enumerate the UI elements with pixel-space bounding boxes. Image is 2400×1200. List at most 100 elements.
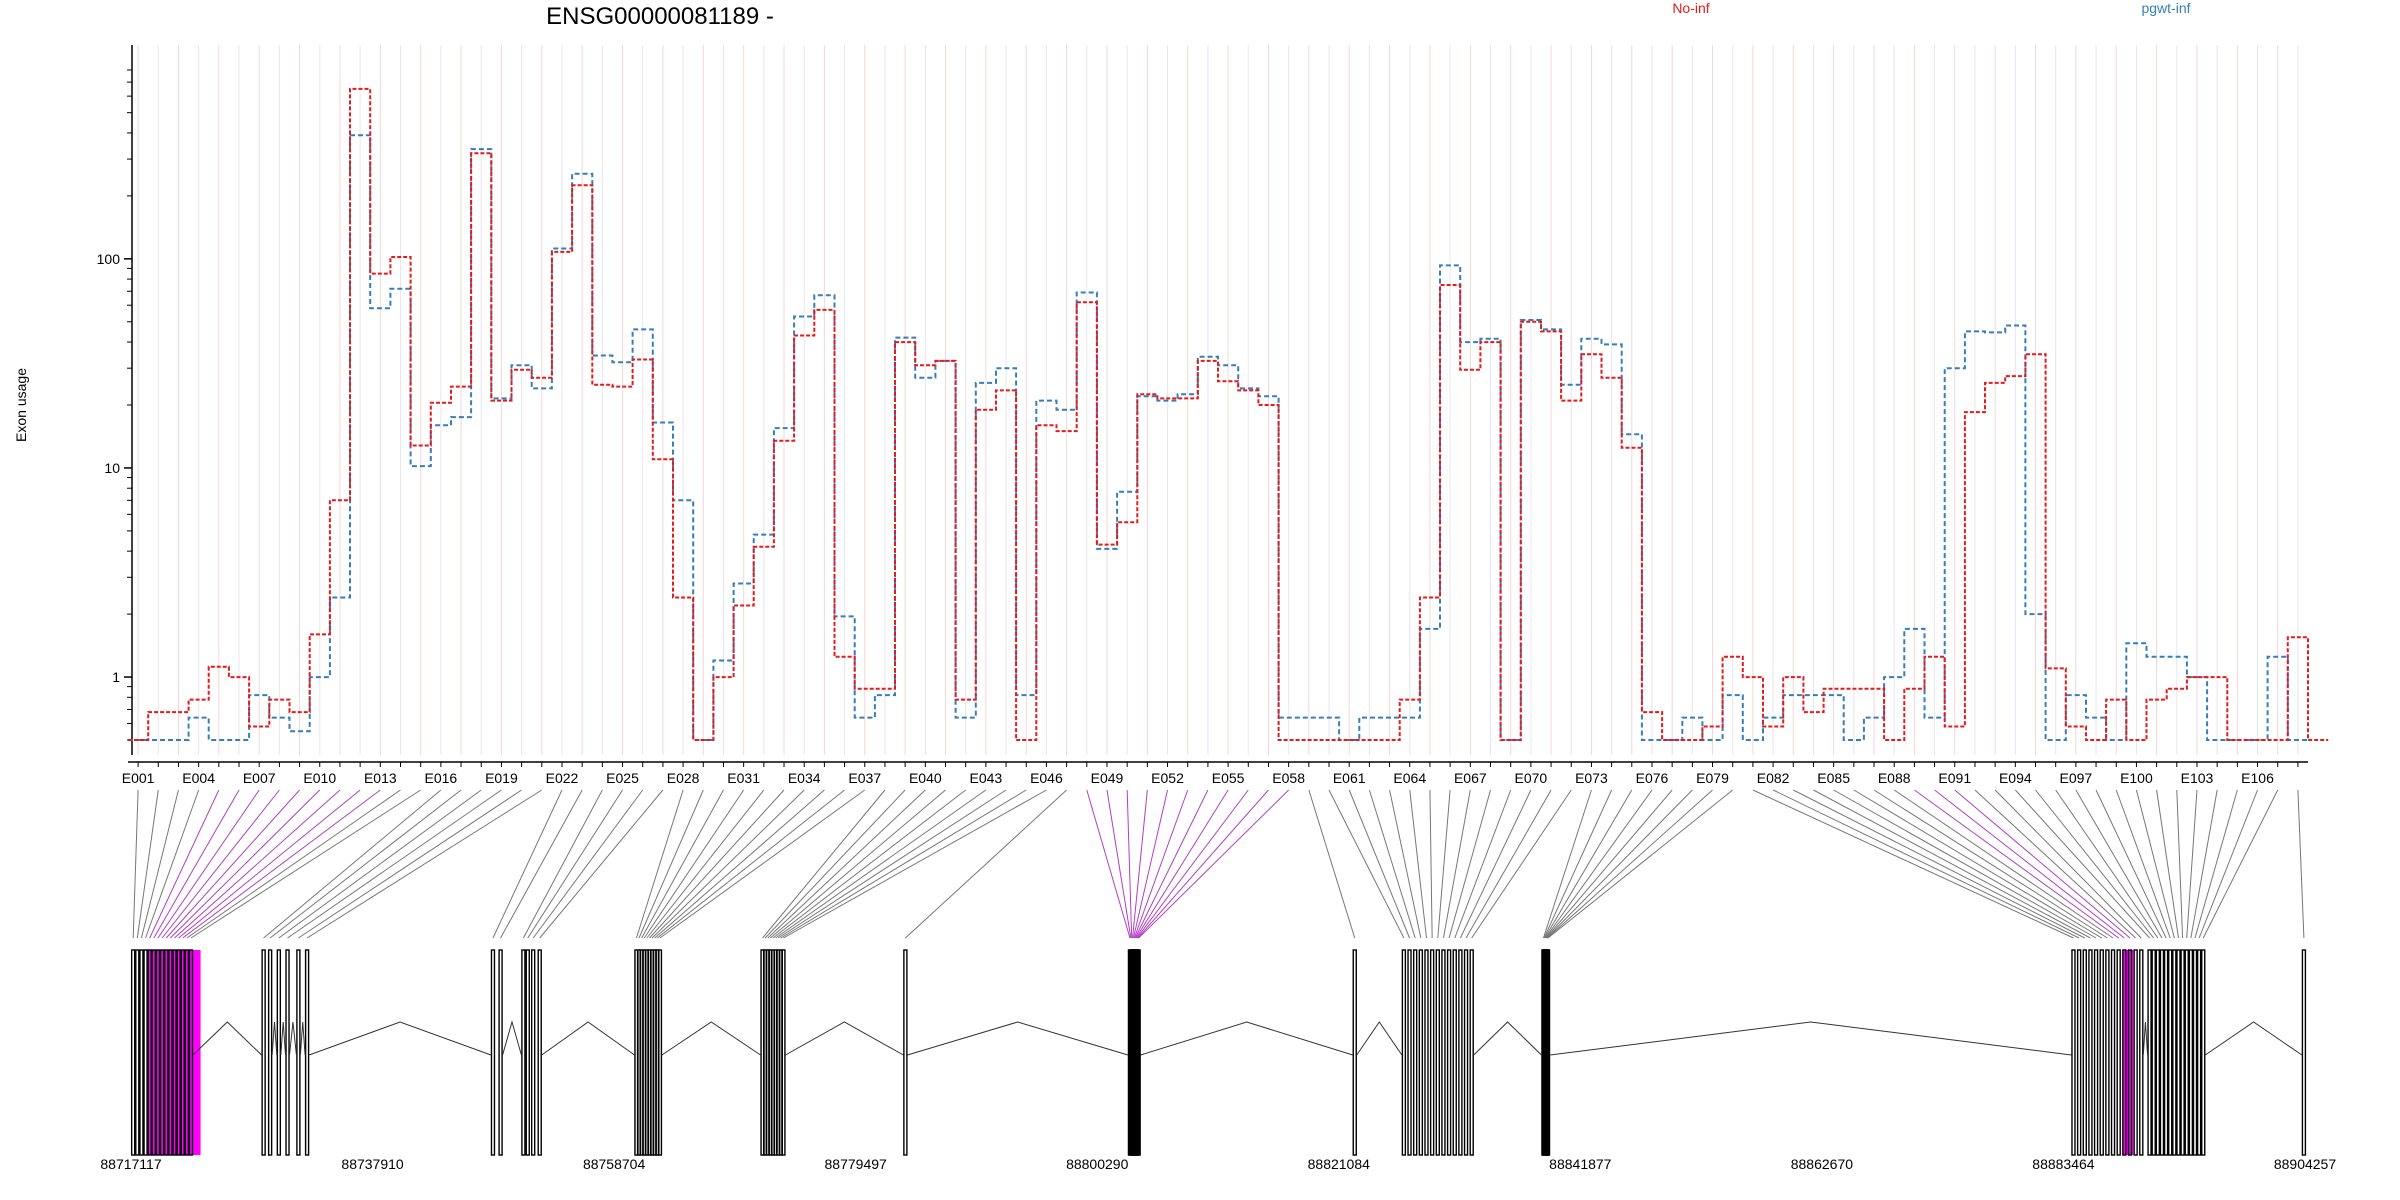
exon-connector [1544,789,1633,939]
exon-connector [2095,789,2167,939]
exon-connector [1934,789,2125,939]
exon-box [1435,949,1440,1156]
exon-box [2110,949,2116,1156]
exon-tick-label: E013 [364,770,397,786]
exon-connector [527,789,623,939]
exon-connector [1544,789,1653,939]
exon-connector [306,789,543,939]
exon-box [2163,949,2169,1156]
intron-line [907,1021,1129,1056]
exon-connector [1442,789,1471,939]
exon-box [188,949,194,1156]
exon-connector [2035,789,2155,939]
gene-model [130,949,2307,1156]
exon-box [490,949,496,1156]
exon-connector [2115,789,2171,939]
exon-connector [1138,789,1289,939]
exon-connector [287,789,502,939]
exon-connector [1545,789,1673,939]
exon-box [2147,949,2152,1156]
exon-tick-label: E049 [1091,770,1124,786]
exon-connector [1136,789,1249,939]
exon-connector [1752,789,2074,939]
exon-connector [149,789,220,939]
exon-connector [500,789,583,939]
legend-label-pgwt-inf: pgwt-inf [2141,0,2190,16]
exon-tick-label: E010 [303,770,336,786]
exon-tick-label: E034 [788,770,821,786]
exon-connector [649,789,785,939]
exon-connector [522,789,603,939]
exon-box [2099,949,2104,1156]
exon-tick-label: E088 [1878,770,1911,786]
exon-connector [1974,789,2136,939]
exon-box [1469,949,1474,1156]
exon-tick-label: E073 [1575,770,1608,786]
exon-axis: E001 E004 E007 E010 E013 E016 E019 E022 E025 E028… [122,761,2308,786]
exon-box [130,949,136,1156]
exon-connector [657,789,845,939]
exon-box [2176,949,2181,1156]
exon-tick-label: E076 [1636,770,1669,786]
y-tick-label: 1 [112,669,120,685]
intron-line [1549,1021,2072,1056]
exon-connector [2186,789,2198,939]
intron-line [785,1021,904,1056]
exon-tick-label: E058 [1272,770,1305,786]
exon-connector [145,789,200,939]
exon-connector [2202,789,2279,939]
exon-connector [1459,789,1532,939]
exon-connector [641,789,724,939]
y-tick-label: 100 [97,251,121,267]
exon-connector [1086,789,1131,939]
exon-box [2082,949,2087,1156]
intron-line [661,1021,761,1056]
exon-connector [1135,789,1229,939]
exon-connector [1873,789,2108,939]
exon-connector [2198,789,2259,939]
exon-box [2151,949,2156,1156]
exon-connector [764,789,906,939]
exon-connector [775,789,987,939]
exon-connector [1454,789,1512,939]
exon-connector [905,789,1067,939]
exon-box [2127,949,2133,1156]
exon-box [2196,949,2202,1156]
exon-tick-label: E001 [122,770,155,786]
exon-connector [1547,789,1713,939]
exon-box [2168,949,2173,1156]
exon-connector [1813,789,2091,939]
exon-box [1401,949,1407,1156]
exon-connector [298,789,522,939]
intron-line [271,1021,278,1056]
exon-connector [1368,789,1416,939]
intron-line [1140,1021,1353,1056]
exon-tick-label: E106 [2241,770,2274,786]
exon-grid [137,45,2299,755]
exon-box [525,949,530,1156]
exon-box [285,949,290,1156]
exon-connector [132,789,139,939]
exon-box [2172,949,2177,1156]
exon-tick-label: E067 [1454,770,1487,786]
series-line-pgwt-inf [128,134,2308,741]
series-line-no-inf [128,87,2329,741]
exon-box [184,949,190,1156]
exon-connector [1543,789,1613,939]
exon-connector [1547,789,1734,939]
exon-connector [2190,789,2218,939]
exon-connector [770,789,946,939]
exon-tick-label: E094 [1999,770,2032,786]
intron-line [2142,1021,2149,1056]
exon-tick-label: E025 [606,770,639,786]
intron-line [2204,1021,2303,1056]
exon-box [1458,949,1463,1156]
exon-connector [659,789,866,939]
exon-box [276,949,282,1156]
legend-label-no-inf: No-inf [1672,0,1709,16]
genomic-coordinate-label: 88758704 [583,1156,646,1172]
exon-connector [492,789,563,939]
exon-connector [1409,789,1427,939]
exon-box [657,949,663,1156]
